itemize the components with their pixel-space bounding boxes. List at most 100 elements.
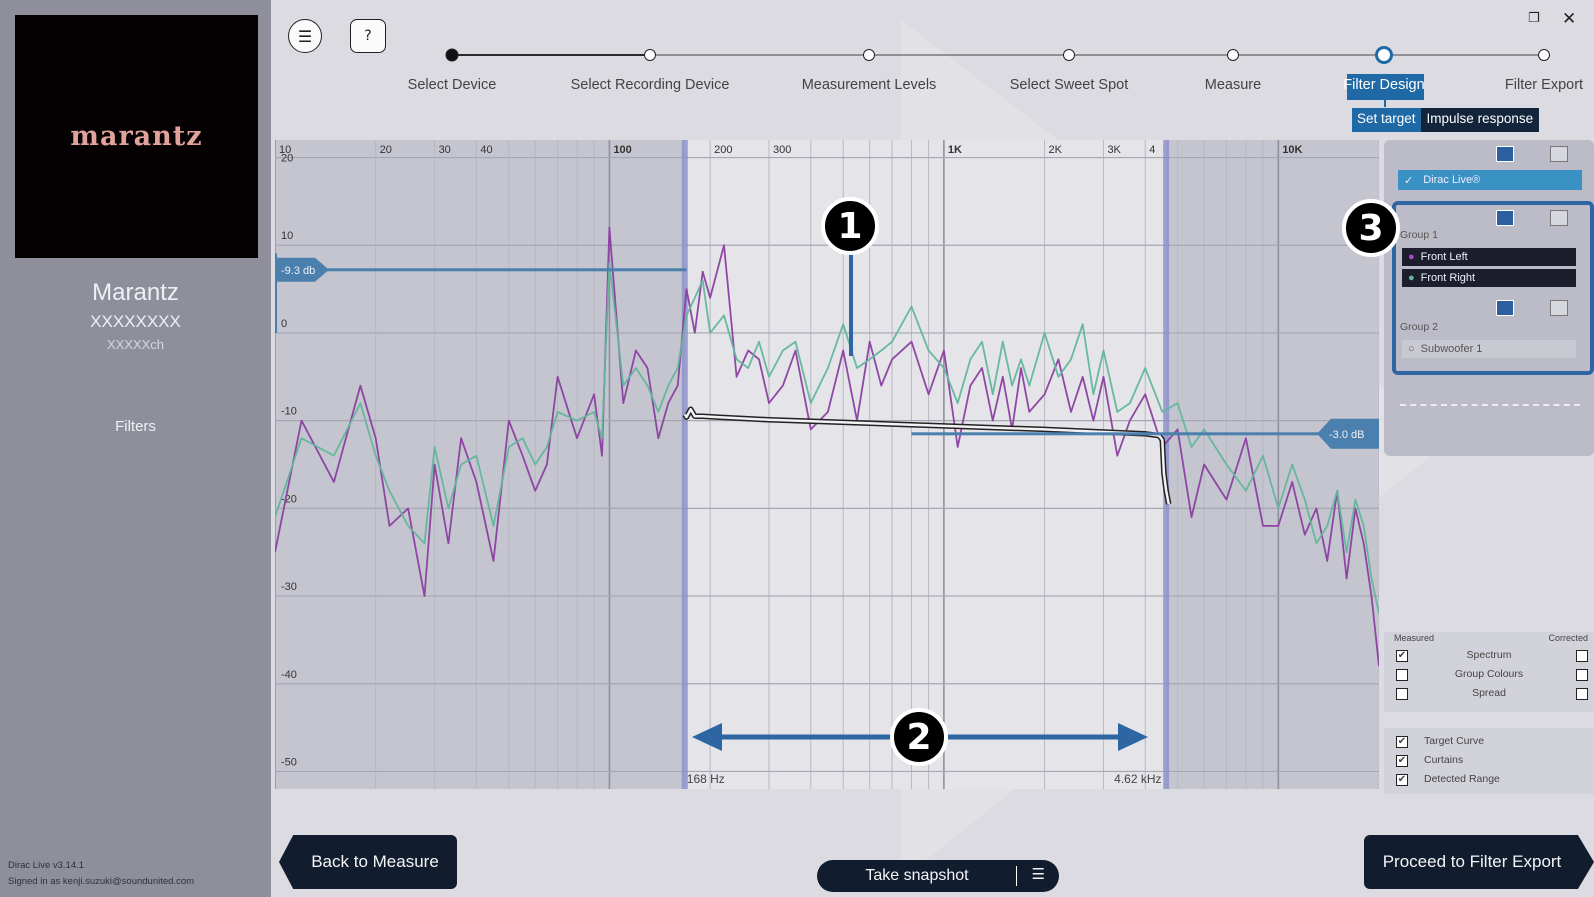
detected-range-checkbox[interactable]: ✔ [1396, 774, 1408, 786]
left-level-bar [275, 268, 687, 272]
step-dot-2[interactable] [644, 49, 656, 61]
high-curtain-label: 4.62 kHz [1114, 772, 1161, 786]
group2-solo-icon[interactable] [1496, 300, 1514, 316]
channel-front-left[interactable]: ● Front Left [1402, 248, 1576, 266]
menu-button[interactable]: ☰ [288, 19, 322, 53]
device-channels: XXXXXch [106, 337, 165, 352]
logo-text: marantz [70, 121, 203, 152]
step-label-6[interactable]: Filter Design [1343, 77, 1425, 93]
take-snapshot-button[interactable]: Take snapshot ☰ [817, 860, 1059, 892]
group2-label: Group 2 [1400, 321, 1438, 333]
right-level-handle [1317, 418, 1379, 449]
low-curtain-handle [681, 140, 688, 789]
back-to-measure-button[interactable]: Back to Measure [279, 835, 457, 889]
group2-mute-icon[interactable] [1550, 300, 1568, 316]
step-label-4[interactable]: Select Sweet Spot [1009, 77, 1129, 93]
x-tick-label: 300 [773, 144, 791, 156]
check-icon: ✓ [1404, 174, 1414, 187]
tab-impulse-response[interactable]: Impulse response [1420, 108, 1540, 132]
channel-label: Subwoofer 1 [1420, 343, 1483, 355]
version-text: Dirac Live v3.14.1 [8, 860, 85, 871]
option-label: Group Colours [1454, 668, 1524, 680]
corrected-spread-checkbox[interactable] [1576, 688, 1588, 700]
measured-header: Measured [1394, 633, 1435, 643]
channel-color-dot: ● [1408, 251, 1415, 263]
corrected-group-colours-checkbox[interactable] [1576, 669, 1588, 681]
x-tick-label: 100 [613, 144, 631, 156]
stepper-line [452, 54, 1544, 56]
series-front-left [275, 226, 1379, 667]
snapshot-label: Take snapshot [865, 867, 969, 884]
y-tick-label: 10 [281, 230, 293, 242]
channel-label: Front Left [1420, 251, 1468, 263]
step-dot-7[interactable] [1538, 49, 1550, 61]
y-tick-label: -30 [281, 581, 297, 593]
filter-design-subtabs: Set target Impulse response [1352, 108, 1540, 132]
x-tick-label: 1K [948, 144, 962, 156]
callout-1-line [849, 253, 853, 356]
step-dot-1[interactable] [445, 48, 459, 62]
target-curve-line [683, 407, 1170, 505]
sidebar-item-filters[interactable]: Filters [115, 418, 156, 435]
mute-icon[interactable] [1550, 146, 1568, 162]
help-icon: ? [364, 28, 372, 44]
group1-label: Group 1 [1400, 229, 1438, 241]
measured-spread-checkbox[interactable] [1396, 688, 1408, 700]
x-tick-label: 3K [1107, 144, 1121, 156]
curtains-checkbox[interactable]: ✔ [1396, 755, 1408, 767]
x-tick-label: 30 [439, 144, 451, 156]
option-label: Detected Range [1424, 773, 1500, 785]
channel-subwoofer-1[interactable]: ○ Subwoofer 1 [1402, 340, 1576, 358]
step-label-1[interactable]: Select Device [407, 77, 497, 93]
y-tick-label: -20 [281, 493, 297, 505]
step-dot-3[interactable] [863, 49, 875, 61]
close-icon[interactable]: ✕ [1562, 9, 1577, 29]
step-label-3[interactable]: Measurement Levels [801, 77, 937, 93]
step-dot-6[interactable] [1375, 46, 1393, 64]
option-label: Spectrum [1466, 649, 1512, 661]
group1-mute-icon[interactable] [1550, 210, 1568, 226]
frequency-response-chart[interactable]: 102030401002003001K2K3K410K220100-10-20-… [275, 140, 1379, 789]
signed-in-text: Signed in as kenji.suzuki@soundunited.co… [8, 876, 195, 887]
measured-group-colours-checkbox[interactable] [1396, 669, 1408, 681]
step-dot-5[interactable] [1227, 49, 1239, 61]
step-dot-4[interactable] [1063, 49, 1075, 61]
group1-solo-icon[interactable] [1496, 210, 1514, 226]
x-tick-label: 4 [1149, 144, 1155, 156]
restore-window-icon[interactable]: ❐ [1528, 11, 1540, 26]
device-model: XXXXXXXX [90, 312, 181, 331]
proceed-to-filter-export-button[interactable]: Proceed to Filter Export [1364, 835, 1594, 889]
high-curtain [1166, 140, 1379, 789]
step-label-7[interactable]: Filter Export [1504, 77, 1584, 93]
right-level-label: -3.0 dB [1329, 429, 1364, 441]
group-all-item[interactable]: ✓ Dirac Live® [1398, 170, 1582, 190]
callout-1-badge: 1 [821, 197, 879, 255]
left-level-label: -9.3 db [281, 265, 315, 277]
low-curtain [275, 140, 685, 789]
measured-spectrum-checkbox[interactable]: ✔ [1396, 650, 1408, 662]
menu-icon: ☰ [297, 26, 313, 46]
x-tick-label: 40 [480, 144, 492, 156]
help-button[interactable]: ? [350, 19, 386, 53]
low-curtain-label: 168 Hz [687, 772, 725, 786]
solo-icon[interactable] [1496, 146, 1514, 162]
channel-front-right[interactable]: ● Front Right [1402, 269, 1576, 287]
y-tick-label: -50 [281, 756, 297, 768]
channel-groups-panel: ✓ Dirac Live® Group 1 ● Front Left ● Front … [1384, 140, 1594, 456]
corrected-header: Corrected [1548, 633, 1588, 643]
option-label: Target Curve [1424, 735, 1485, 747]
brand-logo: marantz [15, 15, 258, 258]
corrected-spectrum-checkbox[interactable] [1576, 650, 1588, 662]
target-curve-checkbox[interactable]: ✔ [1396, 736, 1408, 748]
step-label-2[interactable]: Select Recording Device [570, 77, 730, 93]
channel-label: Front Right [1420, 272, 1476, 284]
y-tick-label: -10 [281, 406, 297, 418]
x-tick-label: 20 [380, 144, 392, 156]
channel-color-dot: ● [1408, 272, 1415, 284]
option-label: Spread [1472, 687, 1506, 699]
drop-zone-line [1400, 404, 1580, 407]
tab-set-target[interactable]: Set target [1352, 108, 1421, 132]
snapshot-list-icon[interactable]: ☰ [1031, 866, 1045, 883]
step-label-5[interactable]: Measure [1204, 77, 1262, 93]
device-name: Marantz [92, 279, 179, 306]
